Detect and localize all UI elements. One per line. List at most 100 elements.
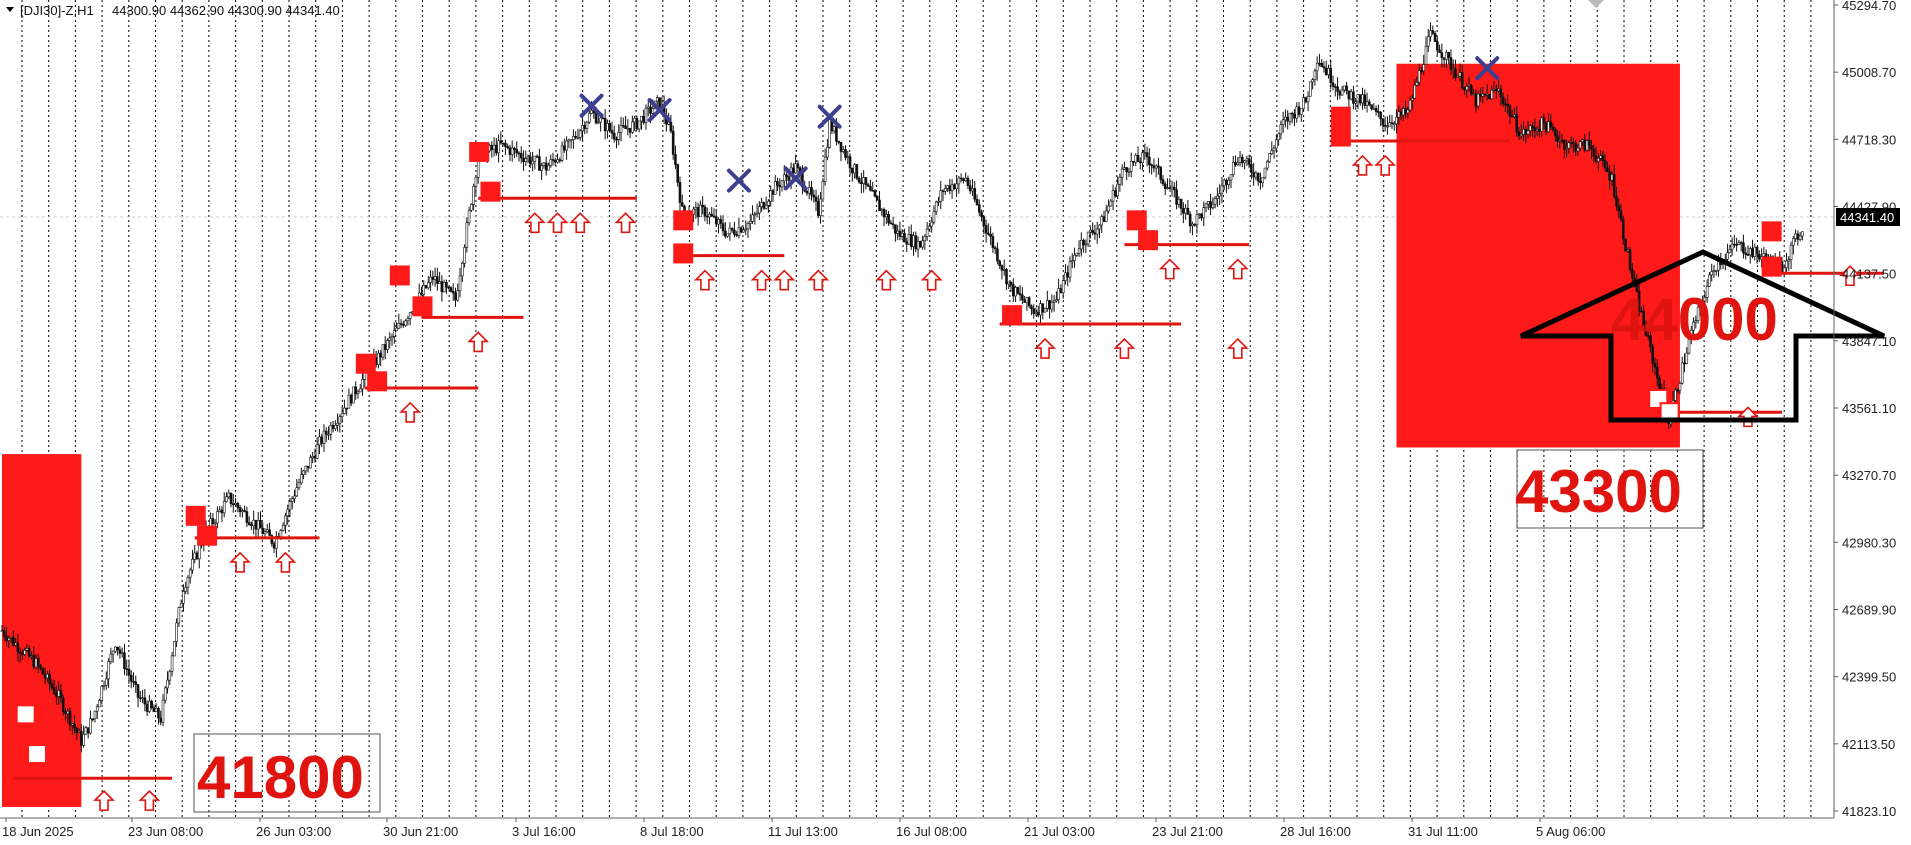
candle-body [1637,290,1641,312]
candle-body [1542,117,1546,124]
candle-body [549,159,553,166]
candle-body [220,509,224,514]
candle-body [263,531,267,535]
candle-body [256,520,260,530]
candle-body [1560,139,1564,142]
candle-body [703,206,707,217]
candle-body [721,223,725,232]
candle-body [1377,111,1380,113]
candle-body [1606,167,1609,173]
order-block [367,371,388,392]
candle-body [173,641,176,657]
price-axis[interactable]: 45294.7045008.7044718.3044427.9044137.50… [1834,0,1896,819]
scroll-marker-icon[interactable] [1588,0,1604,8]
supply-demand-zones [2,63,1680,807]
candle-body [708,213,711,218]
candle-body [572,136,575,141]
annotation-43300: 43300 [1515,458,1682,525]
candle-body [762,202,766,209]
up-arrow-icon [920,269,943,291]
candle-body [454,292,457,301]
candle-body [669,121,673,132]
candle-body [1327,67,1330,75]
candle-body [1349,91,1353,100]
candle-body [1513,114,1516,117]
candle-body [1714,269,1718,272]
candle-body [136,684,140,698]
candle-body [1422,64,1426,72]
y-tick-label: 45294.70 [1842,0,1896,13]
candle-body [934,201,938,212]
up-arrow-icon [1351,154,1374,176]
candle-body [551,159,555,161]
candle-body [213,522,217,525]
candle-body [900,232,904,237]
order-block [1330,126,1351,147]
candle-body [844,149,847,158]
y-tick-label: 43847.10 [1842,334,1896,349]
candle-body [1710,271,1713,276]
x-tick-label: 8 Jul 18:00 [640,824,704,839]
candle-body [1141,152,1144,164]
up-arrow-icon [875,269,898,291]
candle-body [1642,310,1645,326]
x-tick-label: 26 Jun 03:00 [256,824,331,839]
candle-body [1268,153,1271,163]
candle-body [837,140,841,143]
candle-body [1254,172,1258,178]
candle-body [1567,142,1571,149]
candle-body [1470,84,1473,95]
candle-body [558,159,562,161]
candle-body [1476,93,1480,107]
candle-body [1256,172,1260,182]
order-block [15,704,36,725]
candle-body [848,156,852,169]
candle-body [1676,389,1679,392]
up-arrow-icon [1158,258,1181,280]
candle-body [288,501,292,511]
candle-body [1429,30,1432,38]
candle-body [1191,223,1194,227]
candle-body [1565,147,1568,150]
candle-body [1111,190,1115,202]
candle-body [1381,118,1385,126]
candle-body [796,163,800,169]
candle-body [1209,201,1212,209]
candle-body [737,227,741,236]
candle-body [658,97,661,107]
symbol-label: [DJI30]-Z,H1 [20,3,94,18]
candle-body [1451,68,1455,71]
candle-body [730,227,734,231]
candle-body [57,690,60,697]
candle-body [1175,189,1178,205]
candle-body [1290,112,1294,115]
candle-body [1109,200,1113,207]
candle-body [1751,248,1754,257]
candle-body [1547,121,1550,133]
candle-body [1574,142,1577,152]
candle-body [1628,249,1632,270]
candle-body [705,215,709,218]
candle-body [1100,216,1104,226]
dropdown-triangle-icon[interactable] [6,7,14,12]
candle-body [975,199,979,205]
candle-body [1159,166,1162,180]
candle-body [184,586,187,592]
y-tick-label: 44718.30 [1842,132,1896,147]
candle-body [0,630,4,632]
candle-body [855,164,859,179]
candle-body [345,407,348,410]
y-tick-label: 44137.50 [1842,267,1896,282]
candle-body [563,145,566,151]
candle-body [1397,111,1401,118]
candle-body [524,158,528,162]
ohlc-label: 44300.90 44362.90 44300.90 44341.40 [112,3,340,18]
time-axis[interactable]: 18 Jun 2025 23 Jun 08:00 26 Jun 03:00 30 Ju… [2,818,1605,839]
candle-body [1356,94,1360,103]
candle-body [1433,33,1437,42]
candle-body [1241,156,1244,164]
candle-body [46,673,49,679]
candle-body [395,327,398,331]
candle-body [1261,177,1265,183]
